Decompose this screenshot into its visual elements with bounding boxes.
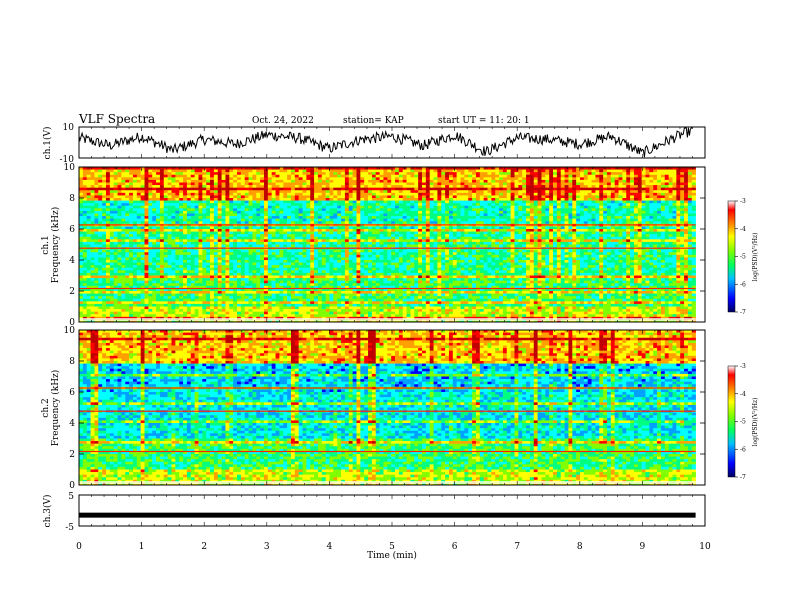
ch1-ytick-10: 10 <box>63 123 75 133</box>
ch1-cbtick-label-4: -7 <box>740 309 746 316</box>
ch2-cbtick-label-1: -4 <box>740 391 746 398</box>
time-tick-label-2: 2 <box>201 542 207 552</box>
time-tick-label-6: 6 <box>452 542 458 552</box>
time-tick-label-9: 9 <box>640 542 646 552</box>
ch2-freq-ytick-label-0: 0 <box>69 481 75 491</box>
ch2-freq-ytick-label-2: 4 <box>69 419 75 429</box>
ch3-ytick--5: -5 <box>65 523 74 533</box>
date-label: Oct. 24, 2022 <box>252 116 314 126</box>
ch1-channel-label: ch.1 <box>41 235 51 254</box>
ch1-waveform-trace <box>79 128 693 157</box>
ch2-cbtick-label-2: -5 <box>740 419 746 426</box>
ch2-colorbar-ticks: -3 -4 -5 -6 -7 <box>735 363 746 481</box>
time-tick-label-3: 3 <box>264 542 270 552</box>
ch1-cbtick-label-1: -4 <box>740 226 746 233</box>
time-tick-label-0: 0 <box>76 542 82 552</box>
time-tick-label-10: 10 <box>699 542 711 552</box>
ch1-freq-ytick-label-5: 10 <box>64 163 76 173</box>
start-time-label: start UT = 11: 20: 1 <box>438 116 530 126</box>
vlf-figure: VLF Spectra Oct. 24, 2022 station= KAP s… <box>0 0 792 612</box>
time-tick-label-4: 4 <box>327 542 333 552</box>
ch1-spectrogram-image <box>79 167 696 322</box>
ch1-cbtick-label-2: -5 <box>740 254 746 261</box>
ch1-freq-ytick-label-1: 2 <box>69 287 75 297</box>
ch3-waveform-trace <box>79 513 696 518</box>
ch1-colorbar <box>728 201 735 312</box>
ch1-volt-label: ch.1(V) <box>42 127 53 160</box>
ch2-freq-ytick-label-3: 6 <box>69 388 75 398</box>
ch1-freq-ytick-label-4: 8 <box>69 194 75 204</box>
ch2-freq-ytick-label-4: 8 <box>69 357 75 367</box>
time-tick-label-8: 8 <box>577 542 583 552</box>
time-axis-label: Time (min) <box>367 550 417 561</box>
ch3-ytick-5: 5 <box>68 492 74 502</box>
time-tick-label-1: 1 <box>139 542 145 552</box>
ch2-freq-ytick-label-5: 10 <box>64 326 76 336</box>
ch2-colorbar <box>728 366 735 477</box>
ch2-colorbar-label: log(PSD)(V²/Hz) <box>752 398 759 447</box>
ch1-freq-ytick-label-3: 6 <box>69 225 75 235</box>
ch1-colorbar-ticks: -3 -4 -5 -6 -7 <box>735 198 746 316</box>
time-tick-label-7: 7 <box>514 542 520 552</box>
ch1-cbtick-label-3: -6 <box>740 281 746 288</box>
station-label: station= KAP <box>343 116 404 126</box>
ch2-cbtick-label-0: -3 <box>740 363 746 370</box>
ch2-channel-label: ch.2 <box>41 398 51 417</box>
ch1-freq-ytick-label-2: 4 <box>69 256 75 266</box>
ch2-cbtick-label-4: -7 <box>740 474 746 481</box>
ch1-waveform-frame <box>79 127 705 158</box>
ch2-spectrogram-image <box>79 330 696 485</box>
ch1-cbtick-label-0: -3 <box>740 198 746 205</box>
ch1-colorbar-label: log(PSD)(V²/Hz) <box>752 233 759 282</box>
ch2-cbtick-label-3: -6 <box>740 446 746 453</box>
ch2-freq-ytick-label-1: 2 <box>69 450 75 460</box>
ch1-frequency-label: Frequency (kHz) <box>50 207 61 284</box>
figure-title: VLF Spectra <box>78 112 155 126</box>
ch3-volt-label: ch.3(V) <box>42 495 53 528</box>
ch3-waveform-frame <box>79 495 705 526</box>
ch2-frequency-label: Frequency (kHz) <box>50 370 61 447</box>
